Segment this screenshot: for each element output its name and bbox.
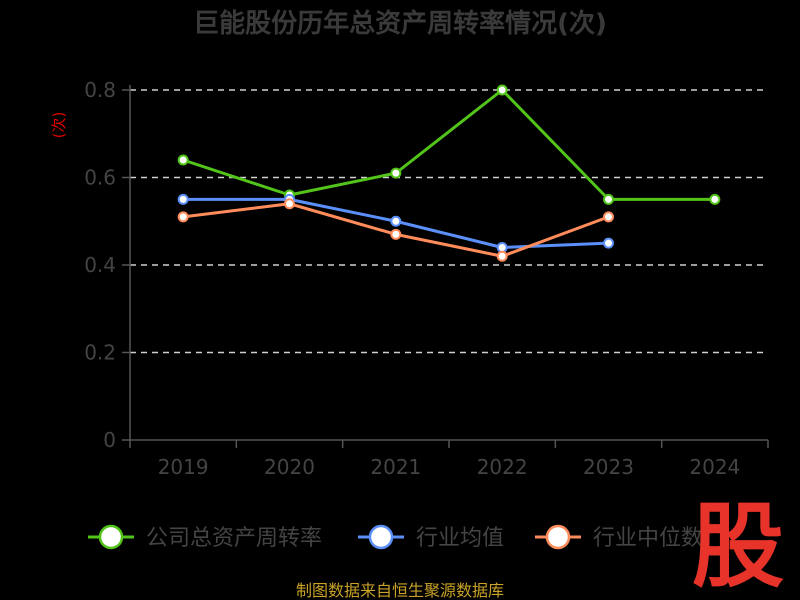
- series: [177, 84, 721, 262]
- y-tick-label: 0.4: [84, 253, 116, 277]
- x-tick-label: 2021: [370, 455, 421, 479]
- grid: [130, 89, 768, 354]
- legend: 公司总资产周转率 行业均值 行业中位数: [88, 524, 703, 551]
- data-point: [177, 193, 189, 205]
- legend-label: 公司总资产周转率: [146, 526, 322, 551]
- data-point: [496, 250, 508, 262]
- series-line: [182, 88, 715, 201]
- data-point: [603, 211, 614, 223]
- data-point: [390, 228, 402, 240]
- series-1: [177, 84, 721, 205]
- x-tick-label: 2024: [689, 455, 740, 479]
- axes: 0 0.2 0.4 0.6 0.8 2019 2020 2021 2022 2023 2024: [84, 78, 769, 479]
- legend-label: 行业均值: [416, 526, 504, 551]
- x-tick-label: 2020: [264, 455, 315, 479]
- x-tick-label: 2022: [477, 455, 528, 479]
- legend-item-1: 公司总资产周转率: [88, 524, 322, 551]
- legend-marker: [545, 524, 571, 550]
- legend-marker: [368, 524, 394, 550]
- series-3: [177, 198, 614, 262]
- y-axis-label: (次): [50, 112, 68, 139]
- y-tick-label: 0.6: [84, 166, 116, 190]
- legend-marker: [98, 524, 124, 550]
- data-point: [496, 84, 508, 96]
- data-point: [284, 198, 295, 210]
- data-point: [177, 211, 189, 223]
- legend-label: 行业中位数: [593, 526, 703, 551]
- x-tick-label: 2019: [158, 455, 209, 479]
- data-point: [709, 193, 721, 205]
- y-tick-label: 0.8: [84, 78, 116, 102]
- brand-logo: 股: [692, 493, 784, 600]
- data-point: [603, 237, 614, 249]
- legend-item-2: 行业均值: [358, 524, 504, 551]
- data-point: [496, 242, 508, 253]
- chart-title: 巨能股份历年总资产周转率情况(次): [193, 8, 607, 39]
- y-tick-label: 0.2: [84, 341, 116, 365]
- data-point: [390, 215, 402, 227]
- series-2: [177, 193, 614, 253]
- data-point: [177, 154, 189, 166]
- x-tick-label: 2023: [583, 455, 634, 479]
- data-point: [603, 193, 614, 205]
- data-point: [390, 167, 402, 179]
- y-tick-label: 0: [103, 428, 116, 452]
- legend-item-3: 行业中位数: [535, 524, 703, 551]
- source-note: 制图数据来自恒生聚源数据库: [296, 581, 504, 600]
